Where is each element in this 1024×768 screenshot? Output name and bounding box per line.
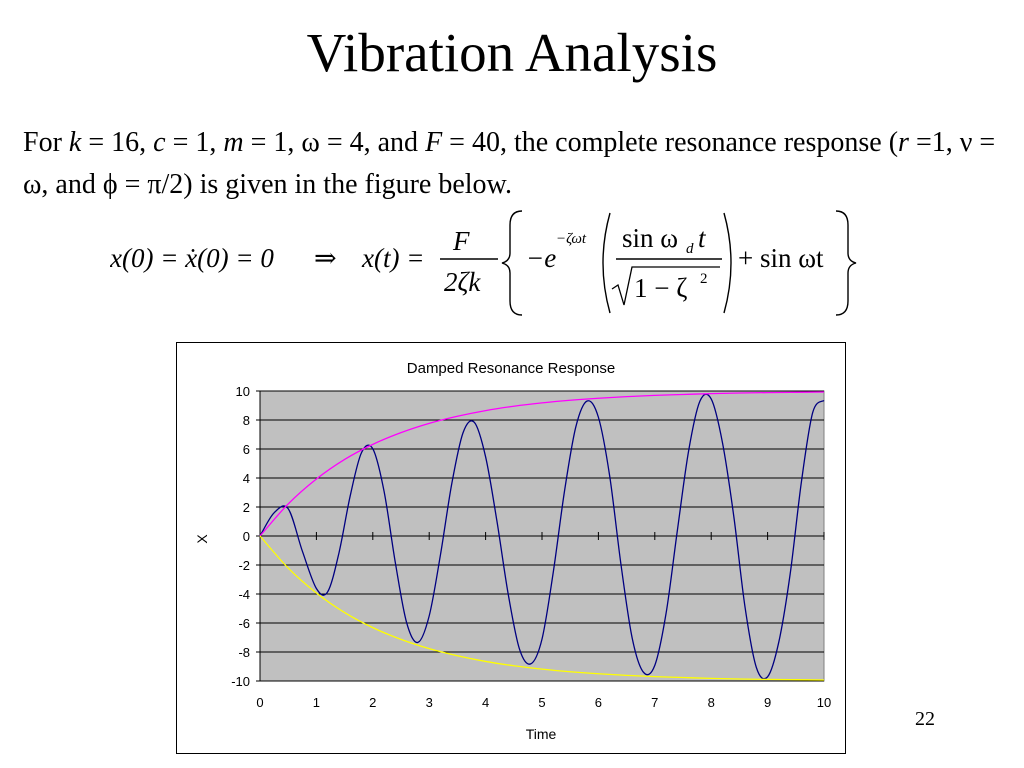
intro-text-3: = 1, bbox=[165, 127, 224, 158]
initial-conditions: x(0) = ẋ(0) = 0 bbox=[110, 243, 274, 273]
right-paren bbox=[723, 212, 732, 314]
subscript-d: d bbox=[686, 241, 694, 257]
x-tick-label: 7 bbox=[651, 695, 658, 710]
intro-paragraph: For k = 16, c = 1, m = 1, ω = 4, and F =… bbox=[23, 122, 1003, 206]
y-tick-label: -6 bbox=[238, 616, 250, 631]
chart-title: Damped Resonance Response bbox=[407, 360, 615, 377]
y-tick-label: -2 bbox=[238, 558, 250, 573]
x-axis-label: Time bbox=[526, 726, 557, 742]
x-tick-label: 2 bbox=[369, 695, 376, 710]
intro-text-2: = 16, bbox=[81, 127, 154, 158]
response-equation: x(0) = ẋ(0) = 0 ⇒ x(t) = F 2ζk −e −ζωt s… bbox=[110, 210, 857, 316]
chart-frame: Damped Resonance Response 10 8 6 4 2 0 -2 -4 -6-… bbox=[176, 342, 846, 754]
sqrt-body: 1 − ζ bbox=[634, 273, 687, 303]
x-tick-label: 6 bbox=[595, 695, 602, 710]
y-axis-label: X bbox=[194, 534, 210, 544]
sin-numerator: sin ω bbox=[622, 223, 678, 253]
y-tick-label: 4 bbox=[243, 471, 250, 486]
t-variable: t bbox=[698, 223, 707, 253]
x-tick-label: 10 bbox=[817, 695, 831, 710]
exponent: −ζωt bbox=[556, 231, 587, 247]
left-brace bbox=[501, 210, 523, 316]
x-tick-label: 0 bbox=[256, 695, 263, 710]
x-tick-label: 9 bbox=[764, 695, 771, 710]
sin-tail: + sin ωt bbox=[738, 243, 824, 273]
y-tick-label: 8 bbox=[243, 413, 250, 428]
intro-text-4: = 1, ω = 4, and bbox=[243, 127, 426, 158]
left-paren bbox=[602, 212, 611, 314]
symbol-k: k bbox=[68, 127, 82, 158]
x-tick-label: 1 bbox=[313, 695, 320, 710]
implies-arrow: ⇒ bbox=[314, 243, 337, 273]
intro-text-5: = 40, the complete resonance response ( bbox=[442, 127, 899, 158]
series-line-1 bbox=[259, 391, 825, 537]
x-tick-label: 4 bbox=[482, 695, 489, 710]
right-brace bbox=[835, 210, 857, 316]
y-tick-label: 10 bbox=[236, 384, 250, 399]
symbol-m: m bbox=[223, 127, 244, 158]
symbol-c: c bbox=[153, 127, 166, 158]
symbol-F: F bbox=[425, 127, 443, 158]
intro-text-6: =1, ν = ω, and ϕ = π/2) is given in the … bbox=[23, 127, 996, 200]
y-tick-label: -4 bbox=[238, 587, 250, 602]
slide-title: Vibration Analysis bbox=[306, 22, 718, 83]
slide-number: 22 bbox=[915, 708, 935, 730]
y-tick-label: 2 bbox=[243, 500, 250, 515]
square-exponent: 2 bbox=[700, 271, 708, 287]
x-tick-label: 3 bbox=[426, 695, 433, 710]
x-tick-label: 5 bbox=[538, 695, 545, 710]
x-of-t: x(t) = bbox=[361, 243, 424, 273]
sqrt-sign bbox=[611, 266, 720, 306]
series-line-0 bbox=[259, 393, 825, 680]
tick-labels: 10 8 6 4 2 0 -2 -4 -6 -8 -10 0 1 2 3 4 5 6 7 8 9 10 bbox=[231, 384, 831, 710]
data-series bbox=[259, 391, 825, 681]
intro-text-1: For bbox=[23, 127, 69, 158]
series-line-2 bbox=[259, 535, 825, 681]
y-tick-label: -8 bbox=[238, 645, 250, 660]
y-tick-label: 0 bbox=[243, 529, 250, 544]
x-tick-label: 8 bbox=[708, 695, 715, 710]
fraction-denominator: 2ζk bbox=[444, 267, 481, 297]
exponential-term: −e bbox=[526, 243, 556, 273]
symbol-r: r bbox=[898, 127, 909, 158]
y-tick-label: -10 bbox=[231, 674, 250, 689]
fraction-numerator: F bbox=[452, 226, 470, 256]
y-tick-label: 6 bbox=[243, 442, 250, 457]
damped-resonance-chart: Damped Resonance Response 1086420-2-4-6-… bbox=[194, 360, 831, 742]
